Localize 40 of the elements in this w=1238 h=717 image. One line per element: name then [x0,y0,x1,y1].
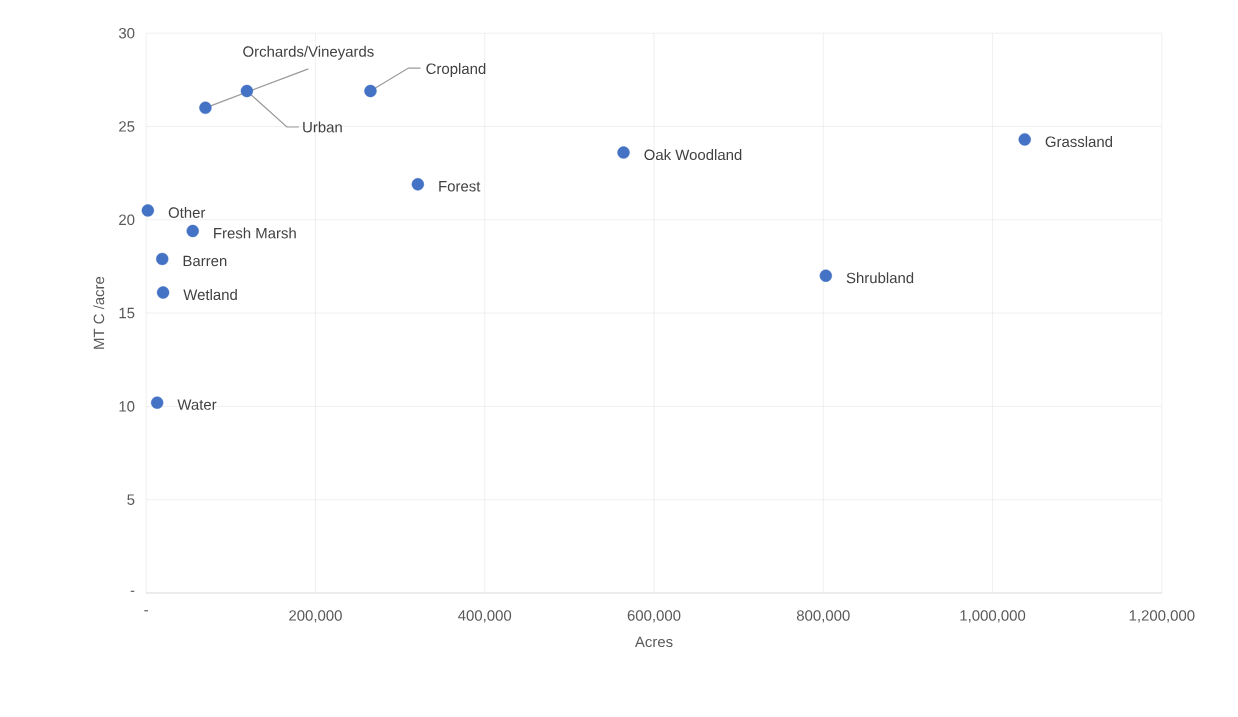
annotation: Grassland [1045,135,1113,147]
y-tick-label: 15 [119,307,135,319]
annotation: Oak Woodland [644,149,742,161]
y-tick-label: 30 [118,27,135,39]
x-tick-label: 200,000 [289,610,342,623]
annotation: Barren [183,255,227,267]
annotation: Cropland [426,62,486,77]
annotation: Wetland [183,289,237,300]
x-tick-label: 800,000 [796,610,850,623]
annotation: Shrubland [846,272,914,284]
annotation: Other [168,206,206,218]
point [1018,133,1031,146]
x-tick-label: - [144,610,148,612]
annotation: Fresh Marsh [214,227,296,239]
annotation: Forest [439,181,481,192]
point [199,101,212,114]
x-tick-label: 1,200,000 [1129,610,1195,623]
y-tick-label: - [130,590,135,592]
annotation: Water [177,399,217,410]
point [411,178,425,191]
y-axis-title: MT C /acre [93,276,105,349]
y-tick-label: 25 [119,121,135,132]
x-tick-label: 400,000 [458,610,512,623]
point [364,84,377,98]
point [150,396,164,409]
x-axis-title: Acres [634,636,673,648]
point [617,146,630,159]
x-tick-label: 1,000,000 [960,610,1026,623]
point [141,204,155,217]
point [156,252,169,266]
x-tick-label: 600,000 [627,610,681,623]
y-tick-label: 10 [119,401,135,412]
point [819,269,833,282]
point [156,286,170,299]
annotation: Orchards/Vineyards [243,45,374,60]
annotation: Urban [303,121,342,133]
y-tick-label: 5 [127,494,135,505]
point [186,224,199,238]
point [240,84,254,98]
y-tick-label: 20 [119,214,135,225]
